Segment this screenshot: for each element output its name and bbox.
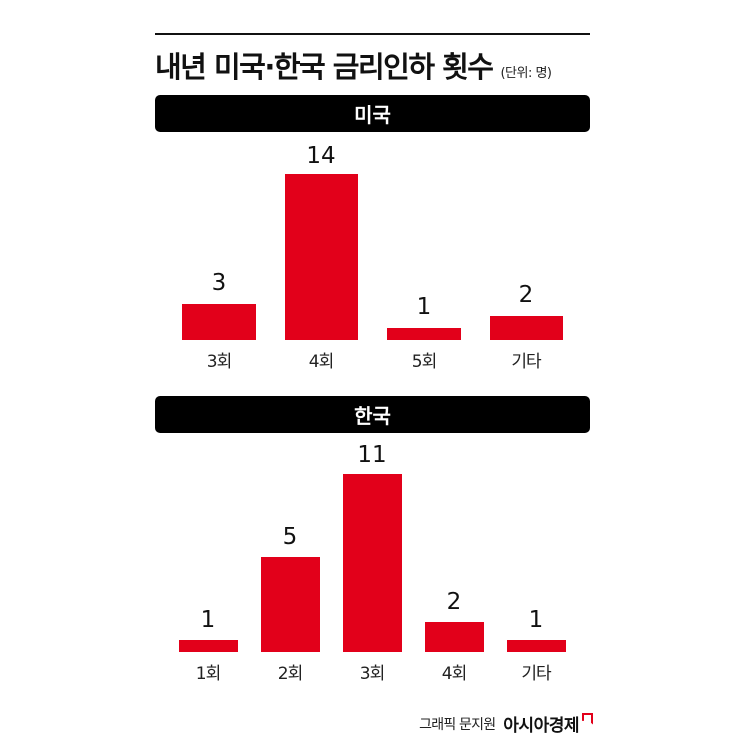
brand-logo-text: 아시아경제 xyxy=(503,716,579,736)
bar-us-5 xyxy=(387,328,461,340)
value-kr-4: 2 xyxy=(446,589,462,615)
value-kr-2: 5 xyxy=(282,524,298,550)
value-kr-other: 1 xyxy=(528,607,544,633)
bar-kr-4 xyxy=(425,622,484,652)
value-us-4: 14 xyxy=(306,143,336,169)
value-kr-1: 1 xyxy=(200,607,216,633)
value-us-5: 1 xyxy=(416,294,432,320)
footer-credits: 그래픽 문지원 아시아경제 xyxy=(419,711,593,736)
category-us-3: 3회 xyxy=(206,352,232,372)
bar-kr-other xyxy=(507,640,566,652)
bar-us-3 xyxy=(182,304,256,340)
section-header-korea: 한국 xyxy=(155,396,590,433)
value-kr-3: 11 xyxy=(357,442,387,468)
value-us-other: 2 xyxy=(518,282,534,308)
graphic-credit: 그래픽 문지원 xyxy=(419,716,496,733)
bar-kr-3 xyxy=(343,474,402,652)
category-us-5: 5회 xyxy=(411,352,437,372)
us-bar-chart: 3 3회 14 4회 1 5회 2 기타 xyxy=(155,140,590,380)
section-header-us: 미국 xyxy=(155,95,590,132)
bar-kr-2 xyxy=(261,557,320,652)
category-kr-2: 2회 xyxy=(277,664,303,684)
category-us-other: 기타 xyxy=(511,352,541,372)
bar-us-4 xyxy=(285,174,358,340)
category-kr-other: 기타 xyxy=(521,664,551,684)
category-kr-4: 4회 xyxy=(441,664,467,684)
value-us-3: 3 xyxy=(211,270,227,296)
korea-bar-chart: 1 1회 5 2회 11 3회 2 4회 1 기타 xyxy=(155,440,590,690)
title-text: 내년 미국·한국 금리인하 횟수 xyxy=(155,50,494,84)
unit-label: (단위: 명) xyxy=(500,66,552,81)
category-us-4: 4회 xyxy=(308,352,334,372)
category-kr-3: 3회 xyxy=(359,664,385,684)
bar-kr-1 xyxy=(179,640,238,652)
chart-title: 내년 미국·한국 금리인하 횟수 (단위: 명) xyxy=(155,44,552,86)
bar-us-other xyxy=(490,316,563,340)
category-kr-1: 1회 xyxy=(195,664,221,684)
brand-flag-icon xyxy=(582,712,593,725)
top-rule xyxy=(155,33,590,35)
